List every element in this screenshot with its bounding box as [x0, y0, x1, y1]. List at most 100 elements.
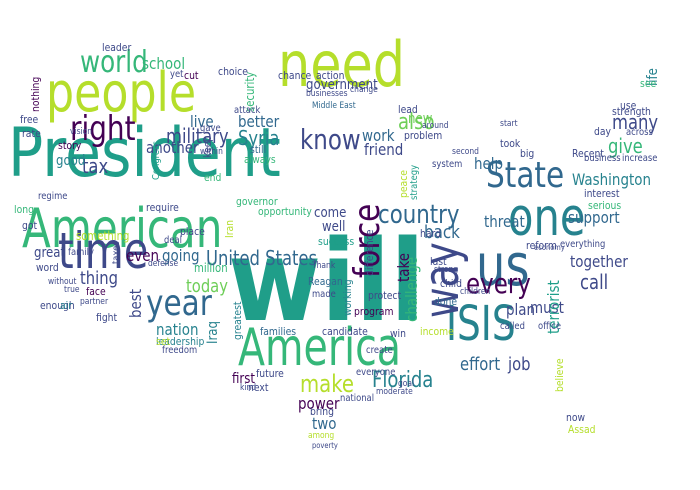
- word-florida: Florida: [372, 368, 434, 393]
- word-give: give: [608, 134, 643, 158]
- word-business: business: [584, 153, 621, 164]
- word-come: come: [314, 205, 347, 221]
- word-call: call: [580, 270, 609, 294]
- word-serious: serious: [588, 199, 622, 212]
- word-success: success: [318, 235, 355, 248]
- word-lead: lead: [398, 103, 418, 116]
- word-syria: Syria: [238, 126, 280, 150]
- word-long: long: [14, 203, 34, 216]
- word-chance: chance: [278, 69, 312, 82]
- word-iraq: Iraq: [205, 321, 221, 344]
- word-vision: vision: [70, 127, 93, 137]
- word-start: start: [500, 119, 518, 129]
- word-governor: governor: [236, 195, 278, 208]
- word-got: got: [22, 219, 38, 232]
- word-within: within: [200, 147, 223, 157]
- word-one: one: [508, 188, 586, 248]
- word-million: million: [194, 261, 228, 275]
- word-country: country: [378, 200, 460, 230]
- word-america: America: [238, 318, 402, 378]
- word-poverty: poverty: [312, 441, 338, 450]
- word-new: new: [408, 111, 433, 127]
- word-made: made: [312, 289, 336, 300]
- word-choice: choice: [218, 65, 248, 78]
- word-kind: kind: [240, 383, 257, 393]
- word-took: took: [500, 137, 521, 150]
- word-friend: friend: [364, 140, 404, 159]
- word-face: face: [86, 285, 106, 298]
- word-freedom: freedom: [162, 345, 198, 356]
- word-always: always: [244, 153, 276, 166]
- word-without: without: [48, 277, 77, 287]
- word-together: together: [570, 252, 628, 271]
- word-attack: attack: [234, 105, 261, 116]
- word-state: State: [486, 155, 565, 196]
- word-action: action: [316, 69, 345, 82]
- word-even: even: [126, 246, 160, 265]
- word-program: program: [354, 305, 394, 318]
- word-defense: defense: [148, 259, 179, 269]
- word-leadership: leadership: [156, 335, 205, 348]
- word-opportunity: opportunity: [258, 205, 312, 218]
- word-use: use: [620, 99, 637, 112]
- word-deal: deal: [164, 235, 182, 246]
- word-everyone: everyone: [356, 367, 396, 378]
- word-enough: enough: [40, 299, 75, 312]
- word-strength: strength: [612, 105, 651, 118]
- word-plan: plan: [506, 300, 536, 319]
- word-change: change: [350, 85, 378, 95]
- word-system: system: [432, 159, 463, 170]
- word-rate: rate: [22, 127, 41, 140]
- word-thank: Thank: [312, 261, 336, 271]
- word-office: office: [538, 321, 562, 332]
- word-across: across: [626, 127, 653, 138]
- word-iran: Iran: [223, 219, 236, 238]
- word-gave: gave: [200, 123, 221, 134]
- word-live: live: [190, 112, 214, 131]
- word-set: set: [156, 335, 171, 348]
- word-nation: nation: [156, 320, 199, 339]
- word-place: place: [180, 225, 205, 238]
- word-working: working: [341, 279, 354, 316]
- word-reagan: Reagan: [308, 275, 343, 288]
- word-now: now: [566, 411, 586, 424]
- word-great: great: [34, 245, 66, 261]
- word-income: income: [420, 325, 454, 338]
- word-children: children: [460, 287, 491, 297]
- word-increase: increase: [622, 153, 658, 164]
- word-among: among: [308, 431, 335, 441]
- word-still: still: [250, 143, 267, 156]
- word-child: child: [440, 277, 462, 290]
- word-family: family: [68, 247, 94, 258]
- word-strategy: strategy: [409, 164, 420, 200]
- word-something: something: [76, 229, 130, 243]
- word-good: good: [56, 153, 86, 169]
- word-assad: Assad: [568, 423, 596, 436]
- word-create: create: [366, 345, 393, 356]
- word-businesses: businesses: [306, 89, 348, 99]
- word-threat: threat: [484, 212, 525, 231]
- word-big: big: [520, 147, 535, 160]
- word-school: school: [142, 54, 186, 73]
- word-people: people: [46, 61, 197, 124]
- word-work: work: [362, 126, 395, 145]
- word-goal: goal: [398, 379, 415, 389]
- word-thing: thing: [80, 268, 118, 289]
- word-strong: strong: [434, 265, 459, 275]
- word-united-states: United States: [206, 246, 318, 270]
- word-every: every: [466, 267, 531, 300]
- word-support: support: [568, 208, 620, 227]
- word-peace: peace: [397, 170, 410, 198]
- word-take: take: [394, 252, 413, 282]
- word-end: end: [204, 171, 222, 184]
- word-last: last: [430, 255, 447, 268]
- word-two: two: [312, 414, 337, 433]
- word-better: better: [238, 112, 280, 131]
- word-world: world: [80, 45, 148, 80]
- word-everything: everything: [560, 239, 606, 250]
- word-hard: hard: [420, 227, 442, 240]
- word-effort: effort: [460, 354, 501, 375]
- word-also: also: [398, 110, 435, 135]
- word-make: make: [300, 370, 355, 398]
- word-win: win: [390, 327, 406, 340]
